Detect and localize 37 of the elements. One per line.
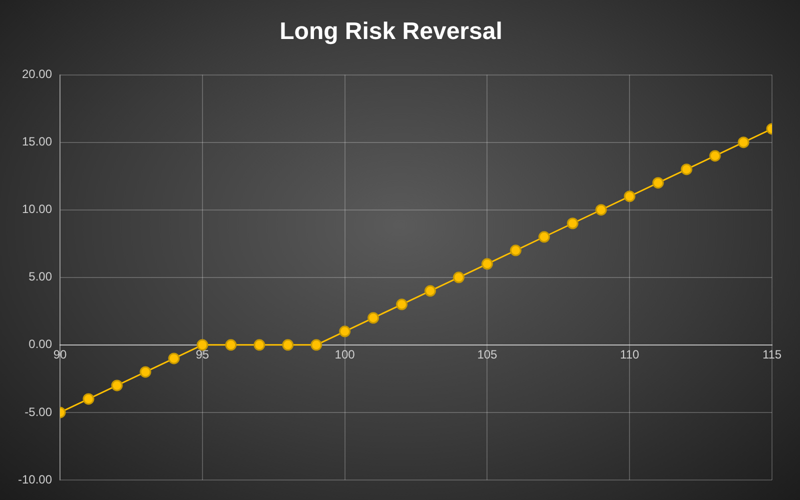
x-tick-label: 95 <box>196 347 210 362</box>
chart-title: Long Risk Reversal <box>280 18 502 46</box>
point <box>368 312 380 324</box>
point <box>595 204 607 216</box>
point <box>196 339 208 351</box>
x-tick-label: 110 <box>620 347 640 362</box>
y-tick-label: 0.00 <box>28 337 52 352</box>
x-tick-label: 105 <box>477 347 498 362</box>
point <box>738 136 750 148</box>
y-tick-label: 20.00 <box>22 67 52 82</box>
point <box>140 366 152 378</box>
point <box>709 150 721 162</box>
y-tick-label: 15.00 <box>22 134 52 149</box>
point <box>82 393 94 405</box>
y-tick-label: -5.00 <box>24 404 52 419</box>
point <box>652 177 664 189</box>
point <box>168 352 180 364</box>
point <box>111 380 123 392</box>
x-tick-label: 100 <box>334 347 356 362</box>
point <box>680 164 692 176</box>
y-tick-label: -10.00 <box>18 472 52 486</box>
point <box>254 339 266 351</box>
point <box>310 339 322 351</box>
x-tick-label: 115 <box>762 347 782 362</box>
point <box>452 272 464 284</box>
point <box>510 244 522 256</box>
point <box>538 231 550 243</box>
point <box>396 298 408 310</box>
point <box>481 258 493 270</box>
point <box>624 190 636 202</box>
y-tick-label: 5.00 <box>28 270 52 284</box>
point <box>282 339 294 351</box>
point <box>566 218 578 230</box>
y-tick-label: 10.00 <box>22 202 52 216</box>
point <box>225 339 237 351</box>
point <box>339 326 351 338</box>
point <box>424 285 436 297</box>
